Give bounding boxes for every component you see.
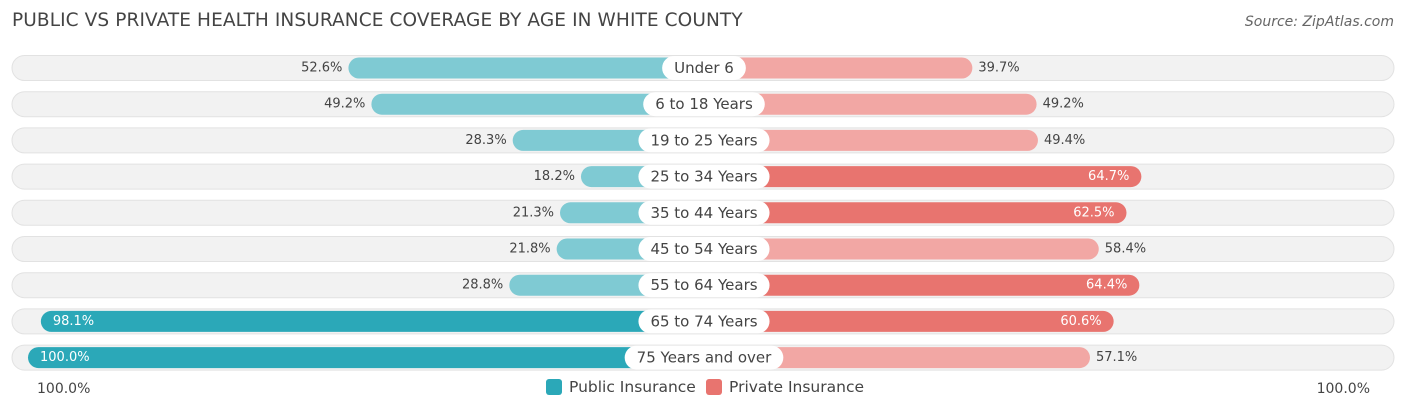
bar-public [40,310,705,332]
value-label-public: 98.1% [53,314,94,329]
category-label: 65 to 74 Years [650,312,757,330]
bar-public [28,347,704,369]
category-label: 55 to 64 Years [650,276,757,294]
value-label-private: 58.4% [1105,242,1146,257]
value-label-public: 49.2% [324,97,365,112]
axis-right-label: 100.0% [1316,381,1370,397]
bar-public [371,93,704,115]
category-label: 45 to 54 Years [650,240,757,258]
category-pill [638,273,770,298]
bar-public [348,57,704,79]
value-label-private: 64.4% [1086,278,1127,293]
value-label-private: 60.6% [1060,314,1101,329]
bar-private [704,57,973,79]
category-pill [638,164,770,189]
value-label-public: 18.2% [534,169,575,184]
category-pill [624,345,784,370]
category-pill [638,128,770,153]
bar-private [704,274,1140,296]
value-label-public: 28.8% [462,278,503,293]
value-label-private: 64.7% [1088,169,1129,184]
value-label-public: 52.6% [301,61,342,76]
legend: Public Insurance Private Insurance [0,378,1406,402]
legend-item-public: Public Insurance [546,378,696,396]
value-label-private: 49.2% [1043,97,1084,112]
value-label-private: 49.4% [1044,133,1085,148]
bar-private [704,129,1038,151]
value-label-private: 62.5% [1073,205,1114,220]
category-pill [662,56,746,80]
category-label: 19 to 25 Years [650,131,757,149]
legend-item-private: Private Insurance [706,378,864,396]
bar-private [704,238,1099,260]
value-label-private: 39.7% [978,61,1019,76]
value-label-public: 21.8% [509,242,550,257]
category-label: 75 Years and over [637,349,772,367]
category-pill [638,309,770,334]
bar-private [704,166,1142,188]
axis-left-label: 100.0% [37,381,91,397]
category-pill [638,200,770,225]
legend-label-private: Private Insurance [729,378,865,396]
chart-title: PUBLIC VS PRIVATE HEALTH INSURANCE COVER… [12,10,743,31]
value-label-public: 21.3% [513,205,554,220]
value-label-public: 28.3% [465,133,506,148]
value-label-private: 57.1% [1096,350,1137,365]
source-label: Source: ZipAtlas.com [1244,14,1394,30]
bar-private [704,310,1114,332]
category-label: 6 to 18 Years [655,95,753,113]
category-label: 35 to 44 Years [650,204,757,222]
legend-label-public: Public Insurance [569,378,696,396]
category-label: 25 to 34 Years [650,168,757,186]
category-label: Under 6 [674,59,734,77]
bar-private [704,202,1127,224]
legend-swatch-private [706,379,722,395]
category-pill [638,237,770,261]
bar-private [704,93,1037,115]
legend-swatch-public [546,379,562,395]
value-label-public: 100.0% [40,350,90,365]
category-pill [643,92,765,117]
bar-private [704,347,1090,369]
